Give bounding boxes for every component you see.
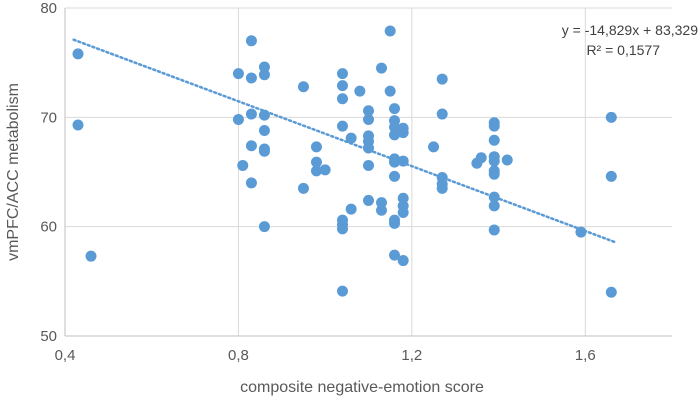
data-point: [345, 203, 357, 215]
data-point: [363, 142, 374, 154]
data-point: [363, 114, 374, 126]
gridlines: [65, 7, 672, 336]
data-point: [363, 194, 374, 206]
data-point: [575, 226, 587, 238]
data-point: [436, 73, 448, 85]
data-point: [245, 140, 257, 152]
data-point: [310, 156, 322, 168]
trendline-equation: y = -14,829x + 83,329: [562, 22, 698, 38]
data-point: [488, 224, 500, 236]
data-point: [397, 206, 409, 218]
y-tick-label: 50: [40, 328, 57, 345]
data-point: [363, 159, 374, 171]
data-point: [258, 61, 270, 73]
y-tick-label: 80: [40, 0, 57, 17]
x-tick-label: 0,8: [228, 347, 249, 364]
data-point: [384, 85, 396, 97]
data-point: [376, 197, 388, 209]
data-point: [436, 108, 448, 120]
data-point: [258, 124, 270, 136]
data-point: [310, 141, 322, 153]
data-points: [72, 25, 617, 298]
data-point: [436, 182, 448, 194]
data-point: [345, 132, 357, 144]
data-point: [389, 121, 401, 133]
trendline-group: [72, 38, 617, 244]
data-point: [354, 85, 366, 97]
data-point: [258, 145, 270, 157]
data-point: [336, 93, 348, 105]
data-point: [475, 152, 487, 164]
tick-labels: 50 60 70 80 0,4 0,8 1,2 1,6: [40, 0, 595, 364]
data-point: [232, 68, 244, 80]
data-point: [605, 111, 617, 123]
data-point: [389, 129, 401, 141]
y-tick-label: 60: [40, 219, 57, 236]
data-point: [85, 250, 97, 262]
data-point: [297, 182, 309, 194]
data-point: [258, 221, 270, 233]
data-point: [488, 168, 500, 180]
data-point: [245, 177, 257, 189]
x-tick-label: 0,4: [55, 347, 76, 364]
data-point: [336, 223, 348, 235]
data-point: [397, 192, 409, 204]
data-point: [488, 134, 500, 146]
data-point: [336, 80, 348, 92]
data-point: [488, 155, 500, 167]
x-tick-label: 1,6: [575, 347, 596, 364]
data-point: [397, 255, 409, 267]
data-point: [501, 154, 513, 166]
data-point: [319, 164, 331, 176]
data-point: [72, 48, 84, 60]
data-point: [384, 25, 396, 37]
data-point: [389, 249, 401, 261]
data-point: [428, 141, 440, 153]
data-point: [488, 120, 500, 132]
data-point: [72, 119, 84, 131]
data-point: [488, 191, 500, 203]
data-point: [245, 108, 257, 120]
data-point: [363, 105, 374, 117]
x-tick-label: 1,2: [401, 347, 422, 364]
x-axis-title: composite negative-emotion score: [240, 379, 484, 396]
data-point: [336, 285, 348, 297]
data-point: [488, 200, 500, 212]
data-point: [389, 103, 401, 115]
data-point: [245, 35, 257, 47]
data-point: [297, 81, 309, 93]
data-point: [605, 286, 617, 298]
data-point: [336, 120, 348, 132]
data-point: [397, 127, 409, 139]
data-point: [245, 72, 257, 84]
data-point: [389, 170, 401, 182]
data-point: [389, 217, 401, 229]
axes: [64, 8, 672, 337]
y-tick-label: 70: [40, 109, 57, 126]
data-point: [310, 165, 322, 177]
y-axis-title: vmPFC/ACC metabolism: [5, 83, 22, 261]
data-point: [376, 204, 388, 216]
data-point: [336, 68, 348, 80]
data-point: [605, 170, 617, 182]
data-point: [232, 114, 244, 126]
data-point: [376, 62, 388, 74]
data-point: [237, 159, 249, 171]
trendline: [72, 38, 617, 244]
data-point: [258, 69, 270, 81]
data-point: [389, 156, 401, 168]
data-point: [397, 155, 409, 167]
trendline-r-squared: R² = 0,1577: [586, 42, 660, 58]
data-point: [258, 109, 270, 121]
